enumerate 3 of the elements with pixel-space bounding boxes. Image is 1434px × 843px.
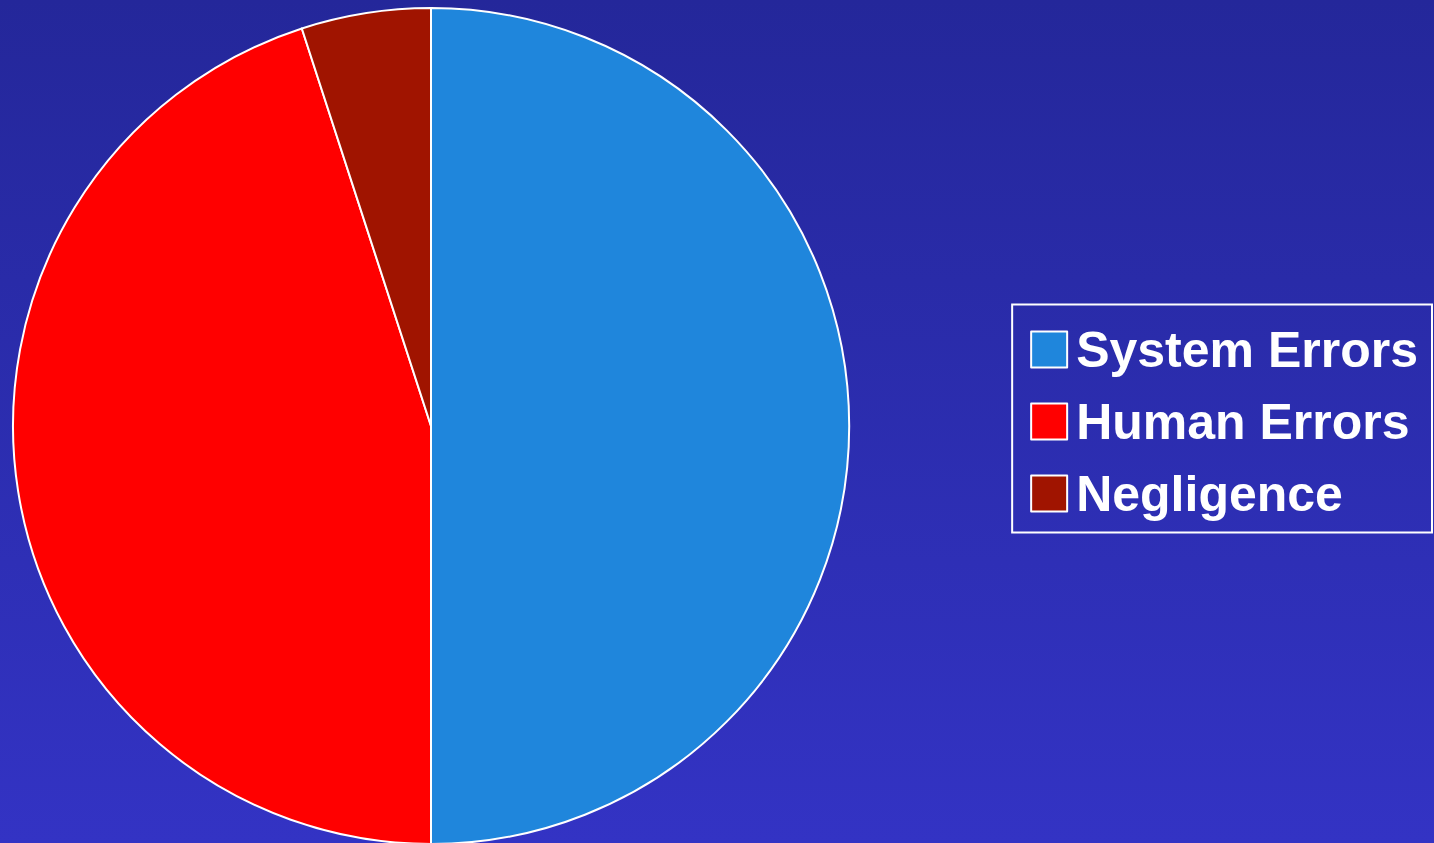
legend-label: System Errors <box>1076 321 1419 378</box>
legend-label: Human Errors <box>1076 393 1410 450</box>
legend-label: Negligence <box>1076 465 1343 522</box>
